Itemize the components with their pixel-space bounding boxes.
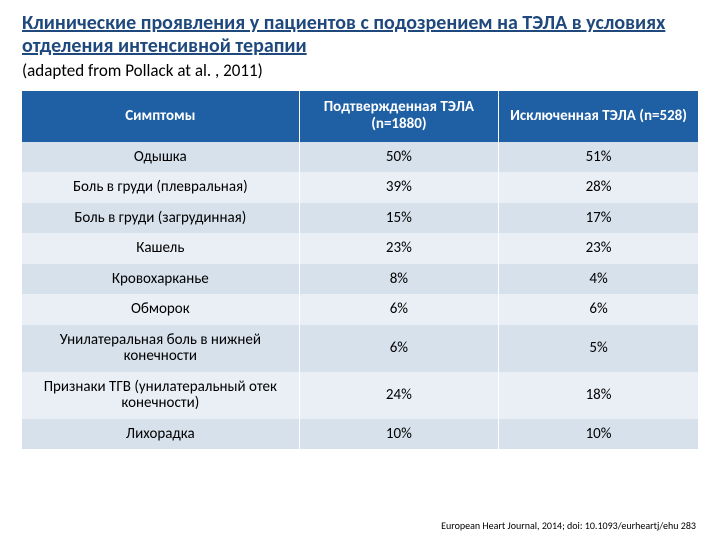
cell-excluded: 6% bbox=[499, 294, 698, 325]
cell-symptom: Признаки ТГВ (унилатеральный отек конечн… bbox=[22, 372, 299, 419]
cell-excluded: 23% bbox=[499, 233, 698, 264]
table-row: Одышка 50% 51% bbox=[22, 142, 698, 173]
table-body: Одышка 50% 51% Боль в груди (плевральная… bbox=[22, 142, 698, 450]
cell-confirmed: 24% bbox=[299, 372, 498, 419]
cell-excluded: 17% bbox=[499, 203, 698, 234]
cell-excluded: 4% bbox=[499, 264, 698, 295]
cell-confirmed: 50% bbox=[299, 142, 498, 173]
cell-confirmed: 10% bbox=[299, 419, 498, 450]
cell-symptom: Лихорадка bbox=[22, 419, 299, 450]
cell-excluded: 18% bbox=[499, 372, 698, 419]
col-header-confirmed: Подтвержденная ТЭЛА (n=1880) bbox=[299, 91, 498, 142]
table-row: Кровохарканье 8% 4% bbox=[22, 264, 698, 295]
cell-symptom: Боль в груди (загрудинная) bbox=[22, 203, 299, 234]
cell-excluded: 5% bbox=[499, 325, 698, 372]
cell-symptom: Кашель bbox=[22, 233, 299, 264]
cell-confirmed: 15% bbox=[299, 203, 498, 234]
table-row: Унилатеральная боль в нижней конечности … bbox=[22, 325, 698, 372]
cell-symptom: Боль в груди (плевральная) bbox=[22, 172, 299, 203]
cell-symptom: Унилатеральная боль в нижней конечности bbox=[22, 325, 299, 372]
table-row: Боль в груди (плевральная) 39% 28% bbox=[22, 172, 698, 203]
slide-subtitle: (adapted from Pollack at al. , 2011) bbox=[22, 60, 698, 81]
cell-excluded: 10% bbox=[499, 419, 698, 450]
slide: Клинические проявления у пациентов с под… bbox=[0, 0, 720, 540]
table-row: Обморок 6% 6% bbox=[22, 294, 698, 325]
cell-excluded: 28% bbox=[499, 172, 698, 203]
symptoms-table: Симптомы Подтвержденная ТЭЛА (n=1880) Ис… bbox=[22, 91, 698, 449]
cell-confirmed: 6% bbox=[299, 325, 498, 372]
col-header-excluded: Исключенная ТЭЛА (n=528) bbox=[499, 91, 698, 142]
cell-symptom: Обморок bbox=[22, 294, 299, 325]
cell-confirmed: 23% bbox=[299, 233, 498, 264]
cell-confirmed: 6% bbox=[299, 294, 498, 325]
slide-title: Клинические проявления у пациентов с под… bbox=[22, 12, 698, 58]
table-row: Боль в груди (загрудинная) 15% 17% bbox=[22, 203, 698, 234]
cell-symptom: Одышка bbox=[22, 142, 299, 173]
table-row: Кашель 23% 23% bbox=[22, 233, 698, 264]
table-row: Лихорадка 10% 10% bbox=[22, 419, 698, 450]
col-header-symptom: Симптомы bbox=[22, 91, 299, 142]
citation: European Heart Journal, 2014; doi: 10.10… bbox=[441, 519, 696, 532]
cell-confirmed: 39% bbox=[299, 172, 498, 203]
table-header-row: Симптомы Подтвержденная ТЭЛА (n=1880) Ис… bbox=[22, 91, 698, 142]
cell-excluded: 51% bbox=[499, 142, 698, 173]
table-row: Признаки ТГВ (унилатеральный отек конечн… bbox=[22, 372, 698, 419]
cell-confirmed: 8% bbox=[299, 264, 498, 295]
cell-symptom: Кровохарканье bbox=[22, 264, 299, 295]
